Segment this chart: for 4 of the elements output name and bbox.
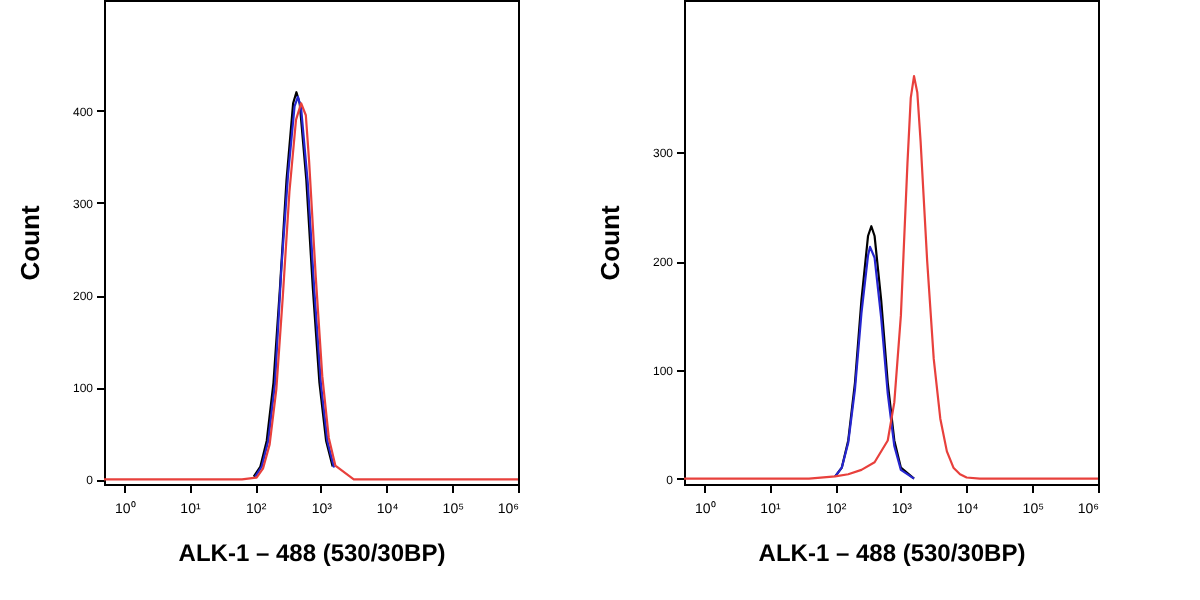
y-axis-title: Count <box>14 204 45 281</box>
x-axis-title: ALK-1 – 488 (530/30BP) <box>758 539 1026 567</box>
x-axis-title: ALK-1 – 488 (530/30BP) <box>178 539 446 567</box>
y-axis-title: Count <box>594 204 625 281</box>
